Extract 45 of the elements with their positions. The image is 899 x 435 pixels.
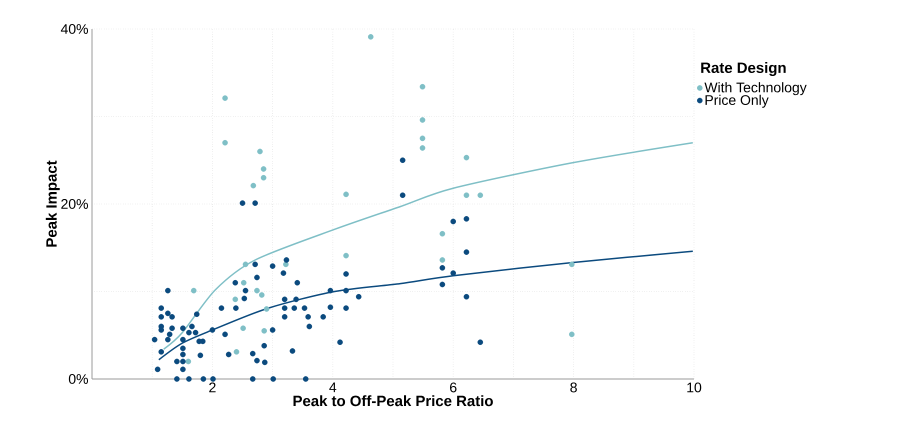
legend-label: With Technology bbox=[704, 82, 807, 96]
point bbox=[420, 84, 426, 90]
x-tick-label: 10 bbox=[687, 382, 702, 392]
point bbox=[420, 145, 426, 151]
point bbox=[242, 262, 248, 268]
point bbox=[260, 174, 266, 181]
point bbox=[240, 325, 246, 332]
legend-title: Rate Design bbox=[701, 62, 786, 76]
point bbox=[478, 192, 484, 198]
x-tick-label: 4 bbox=[329, 382, 336, 392]
point bbox=[250, 182, 256, 188]
y-tick-label: 20% bbox=[61, 199, 88, 209]
x-tick-label: 8 bbox=[570, 382, 577, 392]
legend-label: Price Only bbox=[706, 94, 769, 108]
x-axis-title: Peak to Off-Peak Price Ratio bbox=[294, 395, 493, 406]
point bbox=[260, 166, 266, 172]
point bbox=[569, 262, 575, 268]
point bbox=[254, 288, 260, 294]
point bbox=[464, 154, 470, 160]
point bbox=[257, 148, 263, 154]
point bbox=[222, 140, 228, 146]
x-tick-label: 2 bbox=[209, 382, 216, 392]
point bbox=[440, 230, 446, 237]
point bbox=[343, 252, 349, 258]
point bbox=[264, 306, 270, 312]
point bbox=[420, 117, 426, 123]
point bbox=[186, 358, 192, 364]
point bbox=[569, 332, 575, 338]
y-tick-label: 0% bbox=[68, 374, 88, 384]
point bbox=[464, 192, 470, 198]
point bbox=[258, 292, 265, 298]
point bbox=[343, 192, 349, 198]
x-tick-label: 6 bbox=[450, 382, 456, 392]
point bbox=[222, 95, 228, 101]
line-series bbox=[158, 250, 694, 360]
point bbox=[240, 280, 247, 286]
y-tick-label: 40% bbox=[60, 24, 88, 34]
point bbox=[234, 349, 240, 355]
point bbox=[420, 136, 426, 142]
y-axis-title: Peak Impact bbox=[46, 160, 60, 247]
point bbox=[368, 34, 374, 40]
point bbox=[232, 296, 238, 302]
point bbox=[440, 257, 446, 263]
point bbox=[190, 288, 197, 294]
point bbox=[261, 328, 267, 334]
